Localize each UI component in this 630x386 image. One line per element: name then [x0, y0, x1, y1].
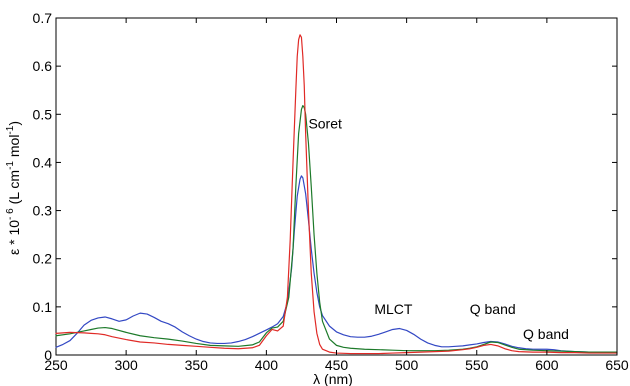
series-layer — [55, 34, 618, 355]
y-tick-label: 0.6 — [33, 58, 53, 74]
y-axis-label-middle-2: mol — [6, 135, 22, 161]
x-axis-ticks: 250 300 350 400 450 500 550 600 650 — [44, 18, 629, 373]
y-axis-label: ε * 10- 6 (L cm-1 mol-1) — [5, 121, 22, 255]
red-spectrum-line — [55, 34, 618, 355]
x-tick-label: 600 — [535, 357, 559, 373]
y-axis-ticks: 0 0.1 0.2 0.3 0.4 0.5 0.6 0.7 — [33, 10, 617, 363]
y-axis-label-exponent-2: -1 — [5, 161, 16, 170]
x-tick-label: 350 — [185, 357, 209, 373]
x-tick-label: 550 — [465, 357, 489, 373]
plot-frame — [55, 17, 618, 356]
y-axis-label-exponent: - 6 — [5, 208, 16, 220]
y-axis-label-suffix: ) — [6, 121, 22, 126]
y-tick-label: 0.5 — [33, 106, 53, 122]
y-axis-label-exponent-3: -1 — [5, 125, 16, 134]
annotation-label: MLCT — [374, 301, 413, 317]
annotation-label: Q band — [523, 326, 569, 342]
y-axis-label-prefix: ε * 10 — [6, 220, 22, 255]
x-tick-label: 650 — [605, 357, 629, 373]
y-axis-label-middle: (L cm — [6, 170, 22, 208]
x-tick-label: 250 — [44, 357, 68, 373]
annotation-label: Soret — [308, 116, 342, 132]
y-tick-label: 0.2 — [33, 251, 53, 267]
x-axis-label: λ (nm) — [313, 371, 353, 386]
y-tick-label: 0.3 — [33, 203, 53, 219]
annotation-layer: Soret MLCT Q band Q band — [308, 116, 569, 342]
x-tick-label: 400 — [255, 357, 279, 373]
y-tick-label: 0.7 — [33, 10, 53, 26]
annotation-label: Q band — [470, 301, 516, 317]
x-tick-label: 500 — [395, 357, 419, 373]
x-tick-label: 450 — [325, 357, 349, 373]
y-tick-label: 0 — [44, 347, 52, 363]
y-tick-label: 0.4 — [33, 154, 53, 170]
y-tick-label: 0.1 — [33, 299, 53, 315]
x-tick-label: 300 — [114, 357, 138, 373]
green-spectrum-line — [55, 105, 618, 353]
plot-area-border — [55, 17, 618, 356]
